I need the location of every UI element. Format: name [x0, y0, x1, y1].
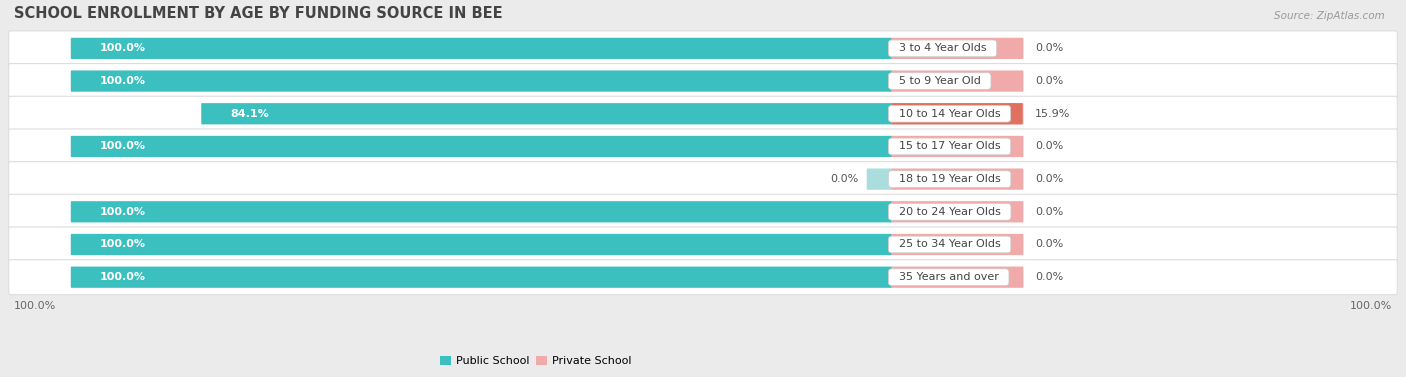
- Text: 100.0%: 100.0%: [100, 43, 146, 54]
- Text: 100.0%: 100.0%: [100, 239, 146, 250]
- Text: 10 to 14 Year Olds: 10 to 14 Year Olds: [891, 109, 1007, 119]
- Text: 100.0%: 100.0%: [100, 141, 146, 152]
- Text: 5 to 9 Year Old: 5 to 9 Year Old: [891, 76, 987, 86]
- FancyBboxPatch shape: [891, 267, 1024, 288]
- Text: 0.0%: 0.0%: [1035, 239, 1063, 250]
- FancyBboxPatch shape: [70, 136, 893, 157]
- Text: 0.0%: 0.0%: [831, 174, 859, 184]
- Text: 0.0%: 0.0%: [1035, 43, 1063, 54]
- FancyBboxPatch shape: [70, 201, 893, 222]
- FancyBboxPatch shape: [891, 234, 1024, 255]
- Text: Source: ZipAtlas.com: Source: ZipAtlas.com: [1274, 11, 1385, 21]
- FancyBboxPatch shape: [891, 38, 1024, 59]
- FancyBboxPatch shape: [201, 103, 893, 124]
- Text: 100.0%: 100.0%: [14, 301, 56, 311]
- FancyBboxPatch shape: [891, 136, 1024, 157]
- Text: 100.0%: 100.0%: [1350, 301, 1392, 311]
- FancyBboxPatch shape: [8, 162, 1398, 197]
- FancyBboxPatch shape: [8, 96, 1398, 131]
- FancyBboxPatch shape: [891, 70, 1024, 92]
- Text: 25 to 34 Year Olds: 25 to 34 Year Olds: [891, 239, 1008, 250]
- FancyBboxPatch shape: [891, 169, 1024, 190]
- FancyBboxPatch shape: [891, 103, 1022, 124]
- FancyBboxPatch shape: [891, 201, 1024, 222]
- Text: 15.9%: 15.9%: [1035, 109, 1071, 119]
- Text: 0.0%: 0.0%: [1035, 76, 1063, 86]
- Text: SCHOOL ENROLLMENT BY AGE BY FUNDING SOURCE IN BEE: SCHOOL ENROLLMENT BY AGE BY FUNDING SOUR…: [14, 6, 502, 21]
- FancyBboxPatch shape: [891, 103, 1024, 124]
- Text: 84.1%: 84.1%: [231, 109, 269, 119]
- FancyBboxPatch shape: [8, 194, 1398, 229]
- FancyBboxPatch shape: [8, 260, 1398, 295]
- Text: 0.0%: 0.0%: [1035, 272, 1063, 282]
- FancyBboxPatch shape: [70, 38, 893, 59]
- Text: 3 to 4 Year Olds: 3 to 4 Year Olds: [891, 43, 994, 54]
- Text: 15 to 17 Year Olds: 15 to 17 Year Olds: [891, 141, 1007, 152]
- Text: 0.0%: 0.0%: [1035, 207, 1063, 217]
- Text: 0.0%: 0.0%: [1035, 174, 1063, 184]
- Text: 20 to 24 Year Olds: 20 to 24 Year Olds: [891, 207, 1008, 217]
- FancyBboxPatch shape: [70, 70, 893, 92]
- FancyBboxPatch shape: [8, 227, 1398, 262]
- Text: 18 to 19 Year Olds: 18 to 19 Year Olds: [891, 174, 1008, 184]
- FancyBboxPatch shape: [70, 234, 893, 255]
- FancyBboxPatch shape: [866, 169, 893, 190]
- FancyBboxPatch shape: [8, 31, 1398, 66]
- FancyBboxPatch shape: [8, 64, 1398, 98]
- Text: 35 Years and over: 35 Years and over: [891, 272, 1005, 282]
- Text: 0.0%: 0.0%: [1035, 141, 1063, 152]
- FancyBboxPatch shape: [8, 129, 1398, 164]
- FancyBboxPatch shape: [70, 267, 893, 288]
- Legend: Public School, Private School: Public School, Private School: [436, 352, 636, 371]
- Text: 100.0%: 100.0%: [100, 272, 146, 282]
- Text: 100.0%: 100.0%: [100, 76, 146, 86]
- Text: 100.0%: 100.0%: [100, 207, 146, 217]
